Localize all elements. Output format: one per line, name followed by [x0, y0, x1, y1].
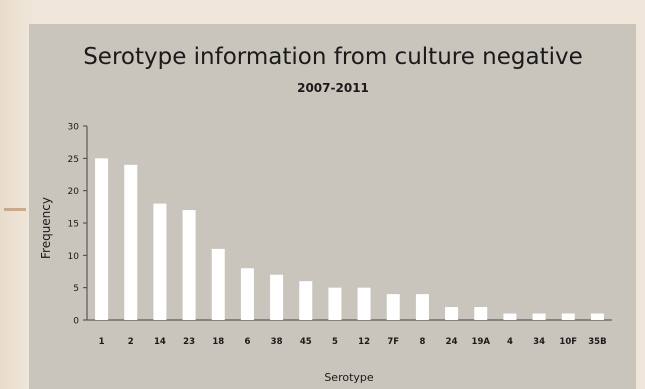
- bar-18: [211, 248, 225, 320]
- x-tick-label: 1: [99, 337, 105, 347]
- slide-background-edge: [0, 0, 28, 389]
- bar-35B: [590, 313, 604, 320]
- y-tick-label: 15: [68, 220, 79, 230]
- bar-19A: [474, 307, 488, 320]
- x-tick-label: 6: [244, 337, 250, 347]
- bar-6: [240, 268, 254, 320]
- bar-7F: [386, 294, 400, 320]
- x-tick-label: 14: [154, 337, 166, 347]
- y-axis-label: Frequency: [39, 197, 53, 259]
- y-tick-label: 0: [73, 317, 79, 327]
- x-tick-label: 10F: [559, 337, 577, 347]
- y-tick-label: 5: [73, 284, 79, 294]
- bar-38: [270, 274, 284, 320]
- bar-1: [95, 158, 109, 320]
- bar-34: [532, 313, 546, 320]
- bar-4: [503, 313, 517, 320]
- bar-5: [328, 287, 342, 320]
- bar-2: [124, 164, 138, 320]
- bar-12: [357, 287, 371, 320]
- y-tick-label: 25: [68, 155, 79, 165]
- bar-24: [445, 307, 459, 320]
- chart-subtitle: 2007-2011: [297, 81, 369, 95]
- bar-10F: [561, 313, 575, 320]
- bar-45: [299, 281, 313, 320]
- bar-14: [153, 203, 167, 320]
- x-tick-label: 24: [446, 337, 458, 347]
- x-tick-label: 2: [128, 337, 134, 347]
- x-tick-label: 18: [212, 337, 224, 347]
- y-tick-label: 20: [68, 187, 80, 197]
- x-ticks: 1 2 14 23 18 6 38 45 5 12 7F 8 24 19A 4 34 10F 35B: [99, 337, 607, 347]
- x-tick-label: 38: [271, 337, 283, 347]
- x-tick-label: 35B: [588, 337, 606, 347]
- x-tick-label: 12: [358, 337, 370, 347]
- y-tick-label: 10: [68, 252, 80, 262]
- arrow-mark: [4, 208, 26, 211]
- y-tick-label: 30: [68, 123, 80, 133]
- x-tick-label: 7F: [387, 337, 399, 347]
- x-tick-label: 34: [533, 337, 545, 347]
- x-axis-label: Serotype: [324, 371, 374, 384]
- x-tick-label: 4: [507, 337, 513, 347]
- x-tick-label: 23: [183, 337, 195, 347]
- x-tick-label: 8: [419, 337, 425, 347]
- bar-8: [415, 294, 429, 320]
- bar-23: [182, 210, 196, 320]
- x-tick-label: 19A: [472, 337, 491, 347]
- chart-title: Serotype information from culture negati…: [83, 44, 583, 70]
- y-ticks: 0 5 10 15 20 25 30: [68, 123, 87, 327]
- bars: [95, 158, 604, 320]
- x-tick-label: 45: [300, 337, 312, 347]
- x-tick-label: 5: [332, 337, 338, 347]
